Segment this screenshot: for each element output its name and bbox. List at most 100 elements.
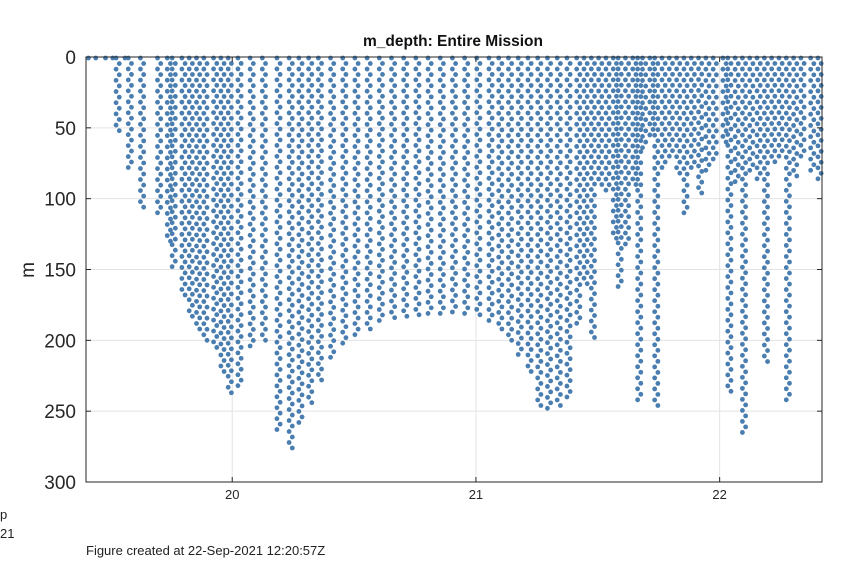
data-point bbox=[677, 170, 683, 176]
data-point bbox=[638, 336, 644, 342]
data-point bbox=[761, 99, 767, 105]
data-point bbox=[592, 214, 597, 220]
data-point bbox=[574, 55, 580, 61]
data-point bbox=[643, 83, 649, 89]
data-point bbox=[743, 292, 749, 298]
data-point bbox=[247, 310, 253, 316]
data-point bbox=[389, 188, 394, 193]
data-point bbox=[588, 66, 594, 72]
data-point bbox=[238, 104, 244, 110]
data-point bbox=[640, 122, 645, 128]
data-point bbox=[194, 310, 199, 315]
data-point bbox=[286, 385, 292, 390]
data-point bbox=[306, 241, 312, 247]
data-point bbox=[688, 165, 694, 170]
data-point bbox=[564, 350, 570, 356]
data-point bbox=[296, 265, 302, 271]
data-point bbox=[592, 302, 597, 308]
data-point bbox=[638, 347, 644, 353]
data-point bbox=[352, 276, 358, 282]
data-point bbox=[465, 61, 471, 66]
data-point bbox=[263, 116, 268, 122]
data-point bbox=[588, 77, 594, 83]
data-point bbox=[666, 55, 672, 61]
data-point bbox=[588, 263, 594, 269]
data-point bbox=[352, 188, 358, 194]
data-point bbox=[328, 66, 333, 72]
data-point bbox=[548, 247, 554, 252]
data-point bbox=[125, 99, 131, 105]
data-point bbox=[182, 83, 188, 88]
data-point bbox=[638, 215, 644, 221]
data-point bbox=[113, 77, 119, 83]
data-point bbox=[633, 116, 639, 121]
data-point bbox=[791, 145, 796, 151]
data-point bbox=[606, 182, 612, 188]
data-point bbox=[725, 274, 731, 279]
data-point bbox=[306, 143, 312, 148]
data-point bbox=[179, 176, 185, 182]
data-point bbox=[735, 173, 741, 179]
data-point bbox=[331, 183, 337, 188]
data-point bbox=[519, 269, 524, 275]
data-point bbox=[340, 143, 346, 149]
data-point bbox=[214, 148, 220, 154]
data-point bbox=[740, 264, 745, 270]
data-point bbox=[519, 126, 524, 132]
data-point bbox=[172, 203, 178, 209]
data-point bbox=[606, 105, 612, 110]
data-point bbox=[389, 298, 394, 304]
data-point bbox=[247, 166, 253, 172]
data-point bbox=[615, 207, 621, 213]
data-point bbox=[352, 232, 358, 238]
data-point bbox=[352, 321, 358, 326]
data-point bbox=[214, 115, 220, 121]
data-point bbox=[474, 296, 480, 301]
data-point bbox=[225, 220, 231, 226]
data-point bbox=[506, 243, 511, 249]
data-point bbox=[635, 99, 641, 105]
data-point bbox=[588, 110, 594, 116]
data-point bbox=[567, 93, 573, 99]
data-point bbox=[581, 77, 587, 83]
data-point bbox=[545, 394, 550, 400]
data-point bbox=[306, 208, 312, 214]
data-point bbox=[309, 93, 315, 99]
data-point bbox=[113, 100, 119, 106]
data-point bbox=[247, 243, 253, 249]
data-point bbox=[441, 61, 446, 66]
data-point bbox=[309, 301, 315, 307]
data-point bbox=[182, 215, 188, 221]
data-point bbox=[754, 132, 760, 138]
data-point bbox=[703, 145, 709, 151]
data-point bbox=[189, 214, 195, 220]
data-point bbox=[364, 88, 370, 94]
data-point bbox=[499, 249, 505, 254]
data-point bbox=[158, 127, 164, 133]
data-point bbox=[125, 77, 131, 83]
data-point bbox=[296, 55, 302, 61]
data-point bbox=[557, 270, 563, 276]
data-point bbox=[535, 77, 541, 83]
data-point bbox=[652, 221, 658, 226]
data-point bbox=[787, 259, 792, 265]
data-point bbox=[169, 88, 175, 94]
data-point bbox=[699, 104, 705, 109]
data-point bbox=[743, 193, 749, 199]
data-point bbox=[125, 121, 131, 127]
data-point bbox=[331, 205, 337, 211]
data-point bbox=[179, 276, 185, 281]
data-point bbox=[315, 110, 321, 115]
data-point bbox=[525, 88, 531, 94]
data-point bbox=[640, 89, 645, 95]
data-point bbox=[296, 166, 302, 171]
data-point bbox=[416, 61, 422, 66]
data-point bbox=[182, 237, 188, 243]
data-point bbox=[638, 380, 644, 386]
data-point bbox=[352, 155, 358, 161]
data-point bbox=[525, 165, 531, 171]
data-point bbox=[688, 55, 694, 61]
data-point bbox=[376, 121, 382, 127]
data-point bbox=[289, 280, 295, 286]
data-point bbox=[238, 224, 244, 230]
